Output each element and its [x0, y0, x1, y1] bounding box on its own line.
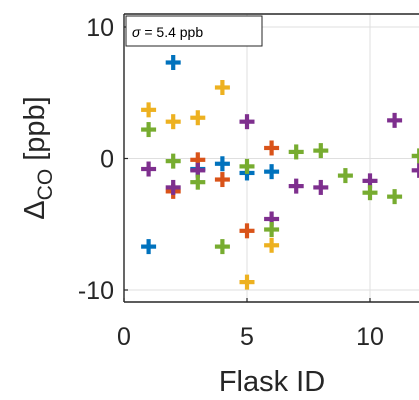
- annotation-box: [125, 15, 263, 47]
- sigma-annotation: σ = 5.4 ppb: [125, 15, 263, 47]
- data-point-s4-11: [411, 148, 419, 164]
- data-point-s4-0: [141, 122, 157, 138]
- y-axis-title-main: Δ: [19, 200, 51, 219]
- y-tick-label-1: 0: [100, 146, 114, 174]
- y-axis-title-subscript: CO: [34, 169, 57, 201]
- data-point-s4-3: [214, 239, 230, 255]
- data-point-s4-4: [239, 158, 255, 174]
- data-point-s0-5: [264, 164, 280, 180]
- data-point-s3-5: [288, 178, 304, 194]
- data-point-s1-4: [264, 140, 280, 156]
- data-point-s4-7: [313, 143, 329, 159]
- data-point-s3-0: [141, 161, 157, 177]
- marker-layer: [141, 55, 419, 290]
- data-point-s4-8: [337, 168, 353, 184]
- annotation-text: σ = 5.4 ppb: [132, 24, 203, 40]
- data-point-s0-0: [141, 239, 157, 255]
- data-point-s2-5: [264, 237, 280, 253]
- data-point-s4-9: [362, 185, 378, 201]
- data-point-s3-8: [387, 112, 403, 128]
- data-point-s2-3: [214, 79, 230, 95]
- annotation-symbol: σ: [132, 24, 141, 40]
- x-tick-label-2: 10: [356, 323, 384, 351]
- data-point-s3-3: [239, 114, 255, 130]
- data-point-s4-6: [288, 144, 304, 160]
- data-point-s4-1: [165, 153, 181, 169]
- data-point-s0-1: [165, 55, 181, 71]
- data-point-s2-4: [239, 274, 255, 290]
- data-point-s2-2: [190, 110, 206, 126]
- x-tick-label-1: 5: [240, 323, 254, 351]
- data-point-s2-1: [165, 114, 181, 130]
- y-tick-label-0: -10: [78, 277, 114, 305]
- data-point-s3-6: [313, 179, 329, 195]
- data-point-s1-3: [239, 223, 255, 239]
- data-point-s2-0: [141, 102, 157, 118]
- data-point-s4-10: [387, 189, 403, 205]
- y-axis-title: ΔCO [ppb]: [19, 96, 57, 219]
- data-point-s3-9: [411, 162, 419, 178]
- y-axis-title-suffix: [ppb]: [19, 96, 51, 169]
- data-point-s3-1: [165, 179, 181, 195]
- data-point-s1-2: [214, 172, 230, 188]
- data-point-s0-3: [214, 156, 230, 172]
- x-tick-label-0: 0: [117, 323, 131, 351]
- annotation-value: = 5.4 ppb: [140, 24, 203, 40]
- y-tick-label-2: 10: [86, 14, 114, 42]
- data-point-s4-5: [264, 222, 280, 238]
- x-axis-title: Flask ID: [219, 366, 325, 398]
- data-point-s4-2: [190, 174, 206, 190]
